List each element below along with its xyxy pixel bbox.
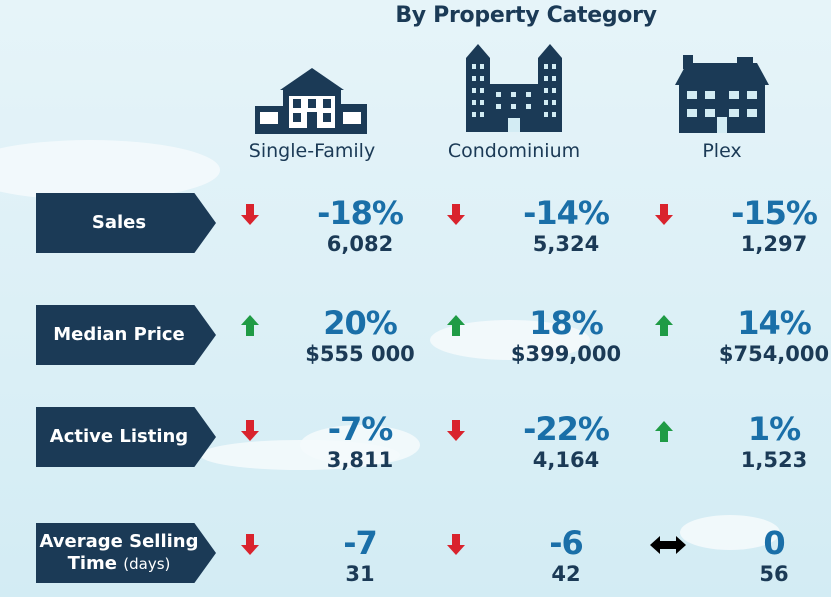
metric-cell: 14% $754,000	[654, 304, 831, 374]
metric-change: -14%	[523, 194, 610, 232]
category-label-single-family: Single-Family	[248, 140, 376, 162]
metric-value: $555 000	[305, 342, 415, 366]
metric-change: 18%	[529, 304, 604, 342]
metric-change: -22%	[523, 410, 610, 448]
row-label-text: Time	[67, 553, 118, 574]
cloud-decoration	[0, 140, 220, 200]
metric-cell: -7 31	[240, 524, 440, 594]
cloud-decoration	[300, 425, 420, 465]
down-arrow-icon	[241, 420, 259, 441]
down-arrow-icon	[655, 204, 673, 225]
metric-change: -7	[343, 524, 378, 562]
metric-value: 6,082	[326, 232, 394, 256]
house-icon	[255, 68, 367, 134]
plex-building-icon	[675, 55, 769, 133]
metric-value: 42	[551, 562, 581, 586]
row-label-text: Average Selling	[39, 531, 199, 552]
row-label-active-listing: Active Listing	[36, 407, 216, 467]
up-arrow-icon	[241, 315, 259, 336]
condo-building-icon	[466, 44, 562, 132]
row-label-unit: (days)	[123, 555, 171, 573]
flat-double-arrow-icon	[650, 536, 686, 554]
down-arrow-icon	[447, 204, 465, 225]
metric-change: 20%	[323, 304, 398, 342]
metric-cell: 0 56	[650, 524, 831, 594]
down-arrow-icon	[447, 534, 465, 555]
row-label-text: Median Price	[53, 324, 185, 345]
metric-change: 0	[763, 524, 785, 562]
metric-cell: -14% 5,324	[446, 194, 646, 264]
down-arrow-icon	[241, 204, 259, 225]
row-label-text: Sales	[91, 212, 147, 233]
metric-value: 3,811	[326, 448, 394, 472]
down-arrow-icon	[241, 534, 259, 555]
page-title: By Property Category	[395, 3, 657, 28]
metric-value: $399,000	[510, 342, 622, 366]
row-label-median-price: Median Price	[36, 305, 216, 365]
up-arrow-icon	[655, 315, 673, 336]
metric-change: -6	[549, 524, 584, 562]
metric-cell: -22% 4,164	[446, 410, 646, 480]
metric-value: $754,000	[718, 342, 830, 366]
row-label-text: Active Listing	[49, 426, 189, 447]
row-label-sales: Sales	[36, 193, 216, 253]
up-arrow-icon	[447, 315, 465, 336]
metric-change: 14%	[737, 304, 812, 342]
metric-value: 5,324	[532, 232, 600, 256]
metric-value: 1,523	[740, 448, 808, 472]
category-label-condominium: Condominium	[447, 140, 581, 162]
cloud-decoration	[680, 515, 780, 550]
metric-change: -18%	[317, 194, 404, 232]
metric-cell: -7% 3,811	[240, 410, 440, 480]
metric-cell: -18% 6,082	[240, 194, 440, 264]
metric-cell: 20% $555 000	[240, 304, 440, 374]
metric-value: 56	[759, 562, 789, 586]
row-label-average-selling-time: Average Selling Time (days)	[36, 523, 216, 583]
metric-change: -7%	[327, 410, 394, 448]
up-arrow-icon	[655, 421, 673, 442]
metric-value: 1,297	[740, 232, 808, 256]
metric-cell: -6 42	[446, 524, 646, 594]
metric-value: 4,164	[532, 448, 600, 472]
metric-value: 31	[345, 562, 375, 586]
metric-cell: 18% $399,000	[446, 304, 646, 374]
metric-change: 1%	[747, 410, 801, 448]
down-arrow-icon	[447, 420, 465, 441]
category-label-plex: Plex	[702, 140, 742, 162]
metric-cell: -15% 1,297	[654, 194, 831, 264]
metric-change: -15%	[731, 194, 818, 232]
metric-cell: 1% 1,523	[654, 410, 831, 480]
